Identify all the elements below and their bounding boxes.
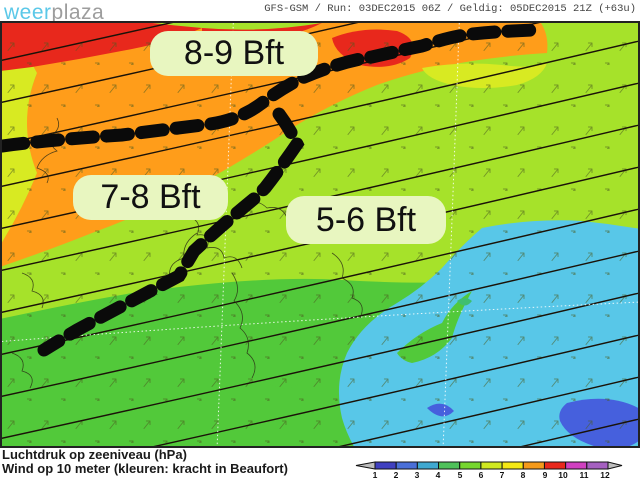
- svg-text:2: 2: [394, 470, 399, 480]
- svg-text:8: 8: [521, 470, 526, 480]
- svg-text:6: 6: [479, 470, 484, 480]
- svg-text:12: 12: [600, 470, 610, 480]
- svg-text:7: 7: [500, 470, 505, 480]
- svg-text:3: 3: [415, 470, 420, 480]
- svg-text:4: 4: [436, 470, 441, 480]
- svg-text:10: 10: [558, 470, 568, 480]
- svg-text:11: 11: [580, 470, 589, 480]
- svg-text:9: 9: [543, 470, 548, 480]
- svg-text:1: 1: [373, 470, 378, 480]
- svg-text:5: 5: [458, 470, 463, 480]
